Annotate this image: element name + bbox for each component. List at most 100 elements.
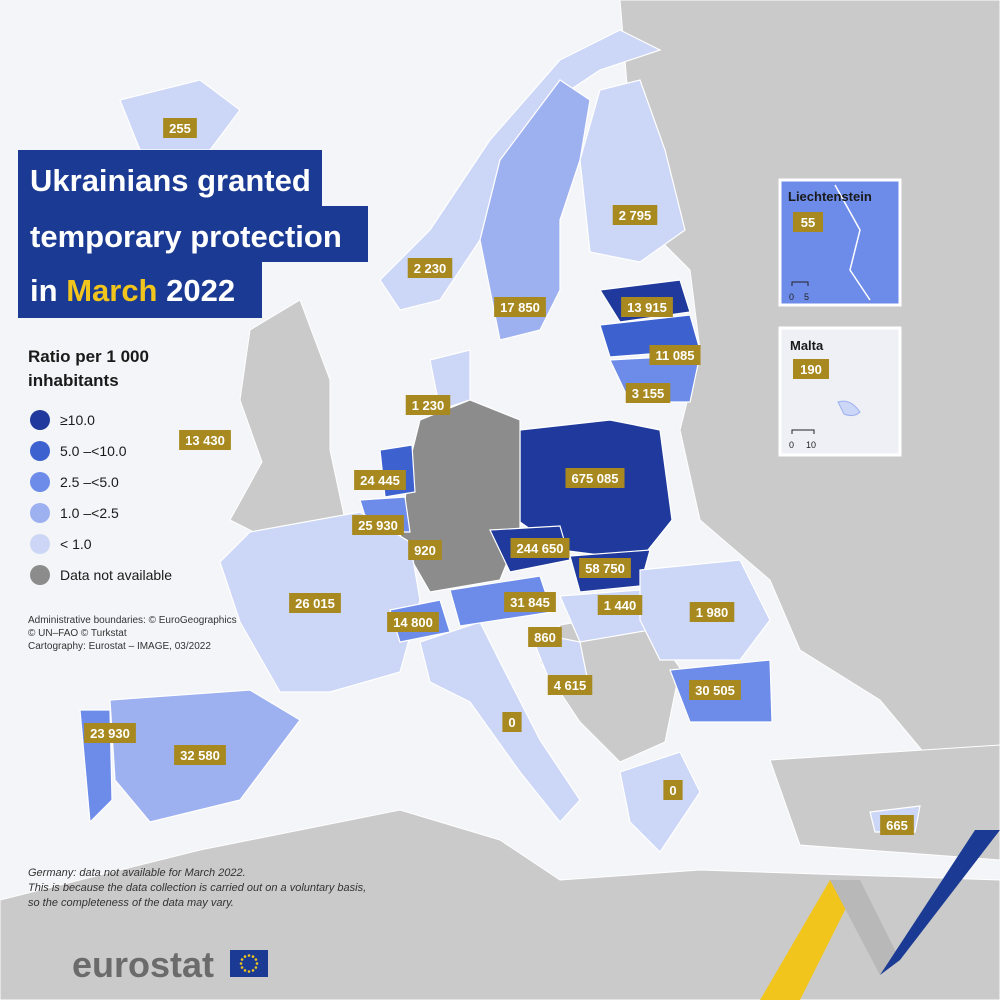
value-box (565, 468, 625, 488)
eu-star (243, 955, 247, 958)
scale-label: 10 (806, 440, 816, 450)
country-value-label: 24 445 (360, 473, 400, 488)
title-line: in March 2022 (30, 273, 235, 308)
country (479, 79, 591, 341)
value-box (689, 602, 735, 622)
legend-swatch (30, 503, 50, 523)
eu-star (251, 955, 255, 958)
scale-bar (791, 429, 815, 434)
value-box (408, 540, 442, 560)
value-box (649, 345, 701, 365)
country-value-label: 675 085 (572, 471, 619, 486)
inset-title: Malta (790, 338, 824, 353)
legend-label: 5.0 –<10.0 (60, 443, 127, 459)
eu-star (240, 958, 244, 961)
value-box (289, 593, 341, 613)
value-box (528, 627, 562, 647)
eu-flag (230, 950, 268, 977)
country (419, 621, 581, 823)
title-line: temporary protection (30, 219, 342, 254)
country-value-label: 11 085 (655, 348, 694, 363)
country-value-label: 2 230 (414, 261, 447, 276)
eu-star (254, 958, 258, 961)
legend-label: 1.0 –<2.5 (60, 505, 119, 521)
eu-star (254, 966, 258, 969)
legend-title: Ratio per 1 000 (28, 347, 149, 366)
value-box (621, 297, 673, 317)
country-value-label: 255 (169, 121, 191, 136)
eu-star (255, 962, 259, 965)
legend: ≥10.0 5.0 –<10.0 2.5 –<5.0 1.0 –<2.5 < 1.0 Da… (30, 410, 172, 585)
eu-star (240, 966, 244, 969)
title-box (18, 206, 368, 262)
country-value-label: 0 (508, 715, 515, 730)
country (579, 79, 686, 263)
malta-shape (837, 400, 861, 417)
value-box (612, 205, 658, 225)
scale-label: 5 (804, 292, 809, 302)
value-box (579, 558, 631, 578)
country (619, 751, 701, 853)
country-value-label: 17 850 (500, 300, 540, 315)
country-value-label: 860 (534, 630, 556, 645)
country-value-label: 4 615 (554, 678, 587, 693)
country-value-label: 30 505 (695, 683, 735, 698)
inset-value: 55 (801, 215, 815, 230)
eu-star (251, 969, 255, 972)
country-value-label: 665 (886, 818, 908, 833)
legend-label: < 1.0 (60, 536, 92, 552)
country-value-label: 32 580 (180, 748, 220, 763)
value-box (793, 359, 829, 379)
country-value-label: 1 230 (412, 398, 445, 413)
eu-star (247, 954, 251, 957)
value-box (352, 515, 404, 535)
value-box (502, 712, 522, 732)
footnote: This is because the data collection is c… (28, 882, 366, 894)
value-box (510, 538, 570, 558)
value-box (793, 212, 823, 232)
country-value-label: 0 (669, 783, 676, 798)
value-box (354, 470, 406, 490)
credits: Cartography: Eurostat – IMAGE, 03/2022 (28, 641, 211, 652)
footnote: so the completeness of the data may vary… (28, 897, 234, 909)
title-line: Ukrainians granted (30, 163, 311, 198)
country-value-label: 1 980 (696, 605, 729, 620)
legend-swatch (30, 534, 50, 554)
value-box (163, 118, 197, 138)
country-value-label: 26 015 (295, 596, 335, 611)
value-box (179, 430, 231, 450)
inset-frame (778, 178, 902, 307)
ribbon (760, 880, 860, 1000)
value-box (407, 258, 453, 278)
value-box (504, 592, 556, 612)
value-box (625, 383, 671, 403)
ribbon (880, 830, 1000, 975)
legend-label: ≥10.0 (60, 412, 95, 428)
country-value-label: 58 750 (585, 561, 625, 576)
inset-title: Liechtenstein (788, 189, 872, 204)
value-box (494, 297, 546, 317)
footnote: Germany: data not available for March 20… (28, 867, 246, 879)
legend-swatch (30, 565, 50, 585)
inset-border (834, 184, 871, 301)
legend-swatch (30, 410, 50, 430)
country-value-label: 13 915 (627, 300, 667, 315)
legend-label: Data not available (60, 567, 172, 583)
value-box (547, 675, 593, 695)
value-box (663, 780, 683, 800)
country (519, 419, 673, 561)
title-box (18, 262, 262, 318)
country (119, 79, 241, 151)
non-eu-land (769, 744, 1000, 861)
country (379, 29, 662, 311)
eu-star (239, 962, 243, 965)
country-value-label: 1 440 (604, 598, 637, 613)
title-word: in (30, 273, 58, 308)
country-value-label: 13 430 (185, 433, 225, 448)
title-box (18, 150, 322, 206)
value-box (387, 612, 439, 632)
value-box (174, 745, 226, 765)
logo-text: eurostat (72, 944, 214, 985)
title-highlight: March (66, 273, 157, 308)
